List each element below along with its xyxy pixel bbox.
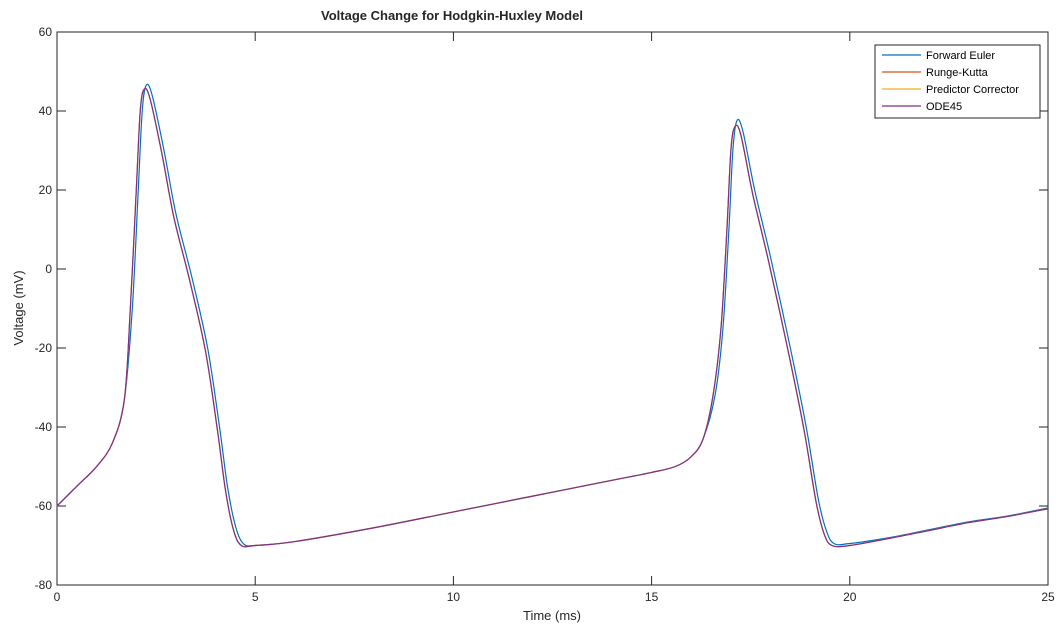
x-tick-label: 15 bbox=[645, 590, 659, 604]
legend-label-forward-euler: Forward Euler bbox=[926, 50, 995, 62]
legend-label-runge-kutta: Runge-Kutta bbox=[926, 67, 989, 79]
y-tick-label: -20 bbox=[35, 341, 53, 355]
y-tick-label: -40 bbox=[35, 420, 53, 434]
x-tick-label: 20 bbox=[843, 590, 857, 604]
y-tick-label: 40 bbox=[39, 104, 53, 118]
x-tick-label: 25 bbox=[1041, 590, 1055, 604]
x-axis-label: Time (ms) bbox=[523, 608, 581, 623]
chart-title: Voltage Change for Hodgkin-Huxley Model bbox=[321, 8, 583, 23]
x-tick-label: 10 bbox=[447, 590, 461, 604]
legend-label-predictor-corrector: Predictor Corrector bbox=[926, 84, 1019, 96]
x-axis: 0 5 10 15 20 25 bbox=[54, 32, 1055, 604]
legend: Forward Euler Runge-Kutta Predictor Correc… bbox=[874, 44, 1041, 119]
series-line-ode45 bbox=[56, 87, 1049, 548]
y-tick-label: -80 bbox=[35, 578, 53, 592]
y-tick-label: 60 bbox=[39, 25, 53, 39]
legend-label-ode45: ODE45 bbox=[926, 101, 962, 113]
y-axis: -80 -60 -40 -20 0 20 40 60 bbox=[35, 25, 1048, 592]
y-axis-label: Voltage (mV) bbox=[11, 270, 26, 345]
y-tick-label: 0 bbox=[45, 262, 52, 276]
x-tick-label: 0 bbox=[54, 590, 61, 604]
y-tick-label: 20 bbox=[39, 183, 53, 197]
y-tick-label: -60 bbox=[35, 499, 53, 513]
x-tick-label: 5 bbox=[252, 590, 259, 604]
plot-area bbox=[56, 31, 1049, 586]
series-lines bbox=[56, 83, 1049, 548]
